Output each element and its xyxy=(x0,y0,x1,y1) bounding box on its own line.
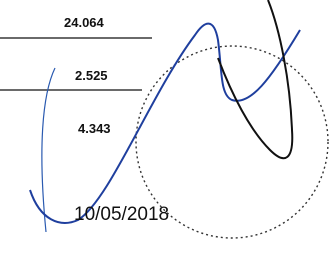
label: 2.525 xyxy=(75,68,108,83)
sketch: 24.064 2.525 4.343 10/05/2018 xyxy=(0,0,334,271)
background xyxy=(0,0,334,271)
label: 24.064 xyxy=(64,15,105,30)
date: 10/05/2018 xyxy=(74,204,169,225)
label: 4.343 xyxy=(78,121,111,136)
